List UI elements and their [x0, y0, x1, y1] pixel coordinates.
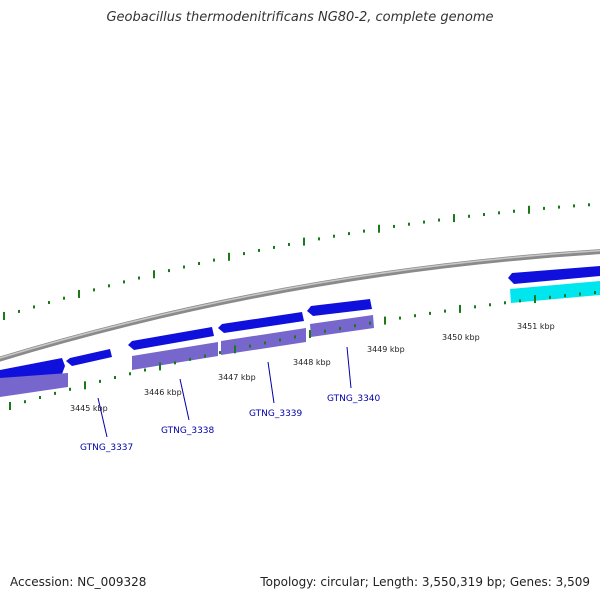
scale-label: 3450 kbp — [442, 333, 480, 342]
genome-backbone — [0, 249, 600, 362]
scale-label: 3445 kbp — [70, 404, 108, 413]
scale-label: 3448 kbp — [293, 358, 331, 367]
scale-label: 3451 kbp — [517, 322, 555, 331]
gene-label[interactable]: GTNG_3337 — [80, 443, 133, 453]
gene-labels: GTNG_3337 GTNG_3338 GTNG_3339 GTNG_3340 — [80, 346, 381, 453]
gene-block[interactable] — [132, 342, 218, 370]
scale-label: 3447 kbp — [218, 373, 256, 382]
inner-scale-ticks — [9, 290, 596, 410]
gene-label[interactable]: GTNG_3340 — [327, 394, 381, 404]
forward-strand-genes — [0, 266, 600, 386]
gene-label-line — [346, 346, 352, 389]
gene-block[interactable] — [510, 281, 600, 303]
genome-summary-text: Topology: circular; Length: 3,550,319 bp… — [260, 575, 590, 589]
gene-arrow[interactable] — [307, 299, 372, 316]
outer-scale-ticks — [3, 203, 590, 320]
genome-backbone-highlight — [0, 249, 600, 359]
scale-label: 3446 kbp — [144, 388, 182, 397]
scale-label: 3449 kbp — [367, 345, 405, 354]
gene-arrow[interactable] — [218, 312, 304, 333]
gene-label[interactable]: GTNG_3338 — [161, 426, 215, 436]
gene-arrow[interactable] — [128, 327, 214, 350]
gene-label[interactable]: GTNG_3339 — [249, 409, 303, 419]
gene-block[interactable] — [221, 328, 306, 355]
accession-text: Accession: NC_009328 — [10, 575, 147, 589]
secondary-strand-genes — [0, 281, 600, 397]
gene-label-line — [267, 361, 275, 404]
map-title: Geobacillus thermodenitrificans NG80-2, … — [106, 10, 494, 25]
gene-label-line — [97, 397, 108, 438]
gene-block[interactable] — [0, 373, 68, 397]
gene-arrow[interactable] — [508, 266, 600, 284]
scale-labels: 3445 kbp 3446 kbp 3447 kbp 3448 kbp 3449… — [70, 322, 555, 413]
gene-label-line — [179, 378, 190, 421]
gene-arrow[interactable] — [66, 349, 112, 366]
gene-block[interactable] — [310, 315, 374, 337]
